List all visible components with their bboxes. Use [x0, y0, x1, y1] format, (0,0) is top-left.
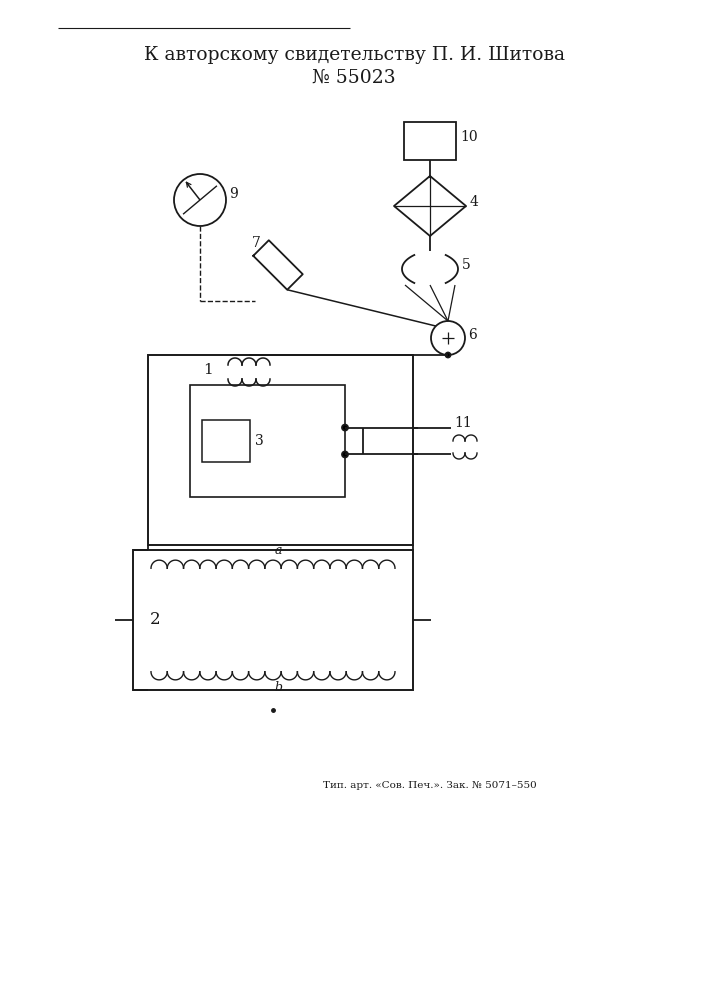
Text: 5: 5 [462, 258, 471, 272]
Text: 1: 1 [203, 363, 213, 377]
Text: 2: 2 [150, 611, 160, 629]
Text: b: b [274, 681, 282, 694]
Text: 4: 4 [470, 195, 479, 209]
Text: 10: 10 [460, 130, 478, 144]
Text: 7: 7 [252, 236, 260, 250]
Text: 6: 6 [468, 328, 477, 342]
Text: К авторскому свидетельству П. И. Шитова: К авторскому свидетельству П. И. Шитова [144, 46, 564, 64]
Text: 9: 9 [229, 187, 238, 201]
Text: a: a [274, 544, 282, 557]
Bar [133, 550, 413, 690]
Bar [202, 420, 250, 462]
Text: № 55023: № 55023 [312, 69, 396, 87]
Text: 11: 11 [454, 416, 472, 430]
Circle shape [174, 174, 226, 226]
Bar [148, 355, 413, 545]
Circle shape [342, 451, 348, 457]
Text: 3: 3 [255, 434, 264, 448]
Text: Тип. арт. «Сов. Печ.». Зак. № 5071–550: Тип. арт. «Сов. Печ.». Зак. № 5071–550 [323, 780, 537, 790]
Circle shape [342, 425, 348, 431]
Circle shape [445, 353, 450, 358]
Circle shape [431, 321, 465, 355]
Bar [190, 385, 345, 497]
Bar [404, 122, 456, 160]
